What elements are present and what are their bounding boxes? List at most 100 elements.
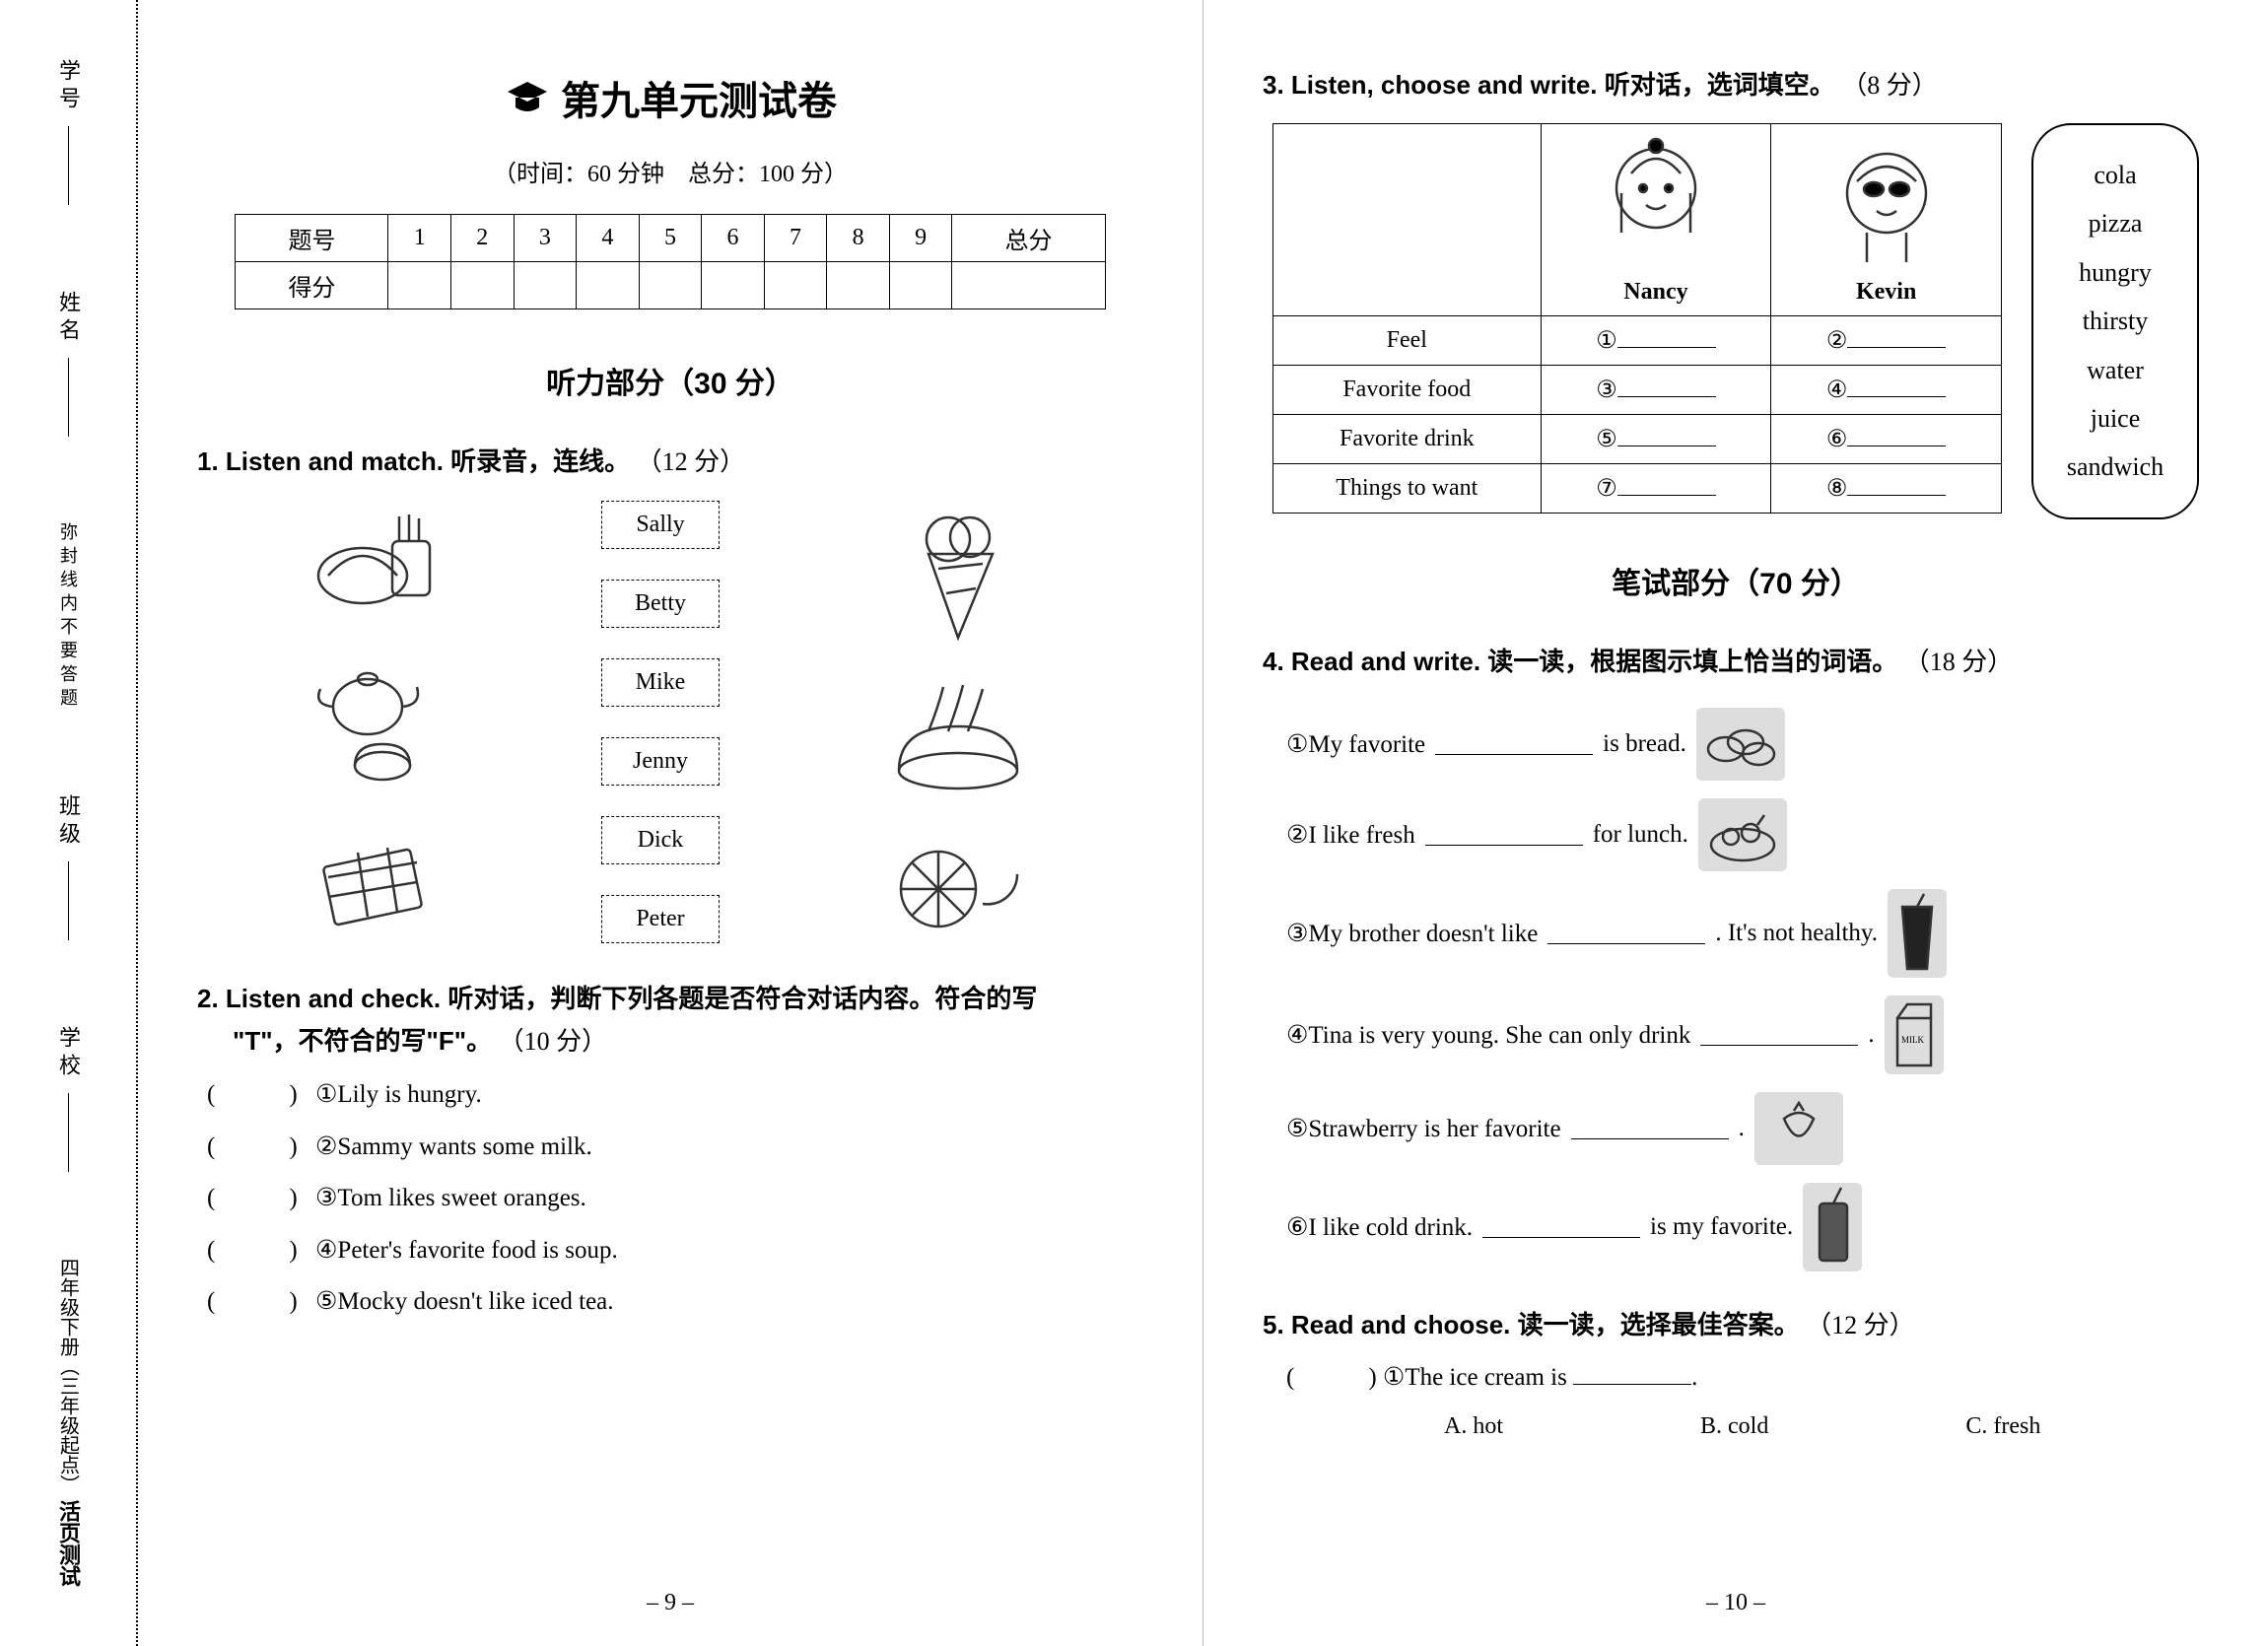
chocolate-icon (309, 828, 437, 936)
answer-blank[interactable] (1547, 923, 1705, 944)
q3-wrap: Nancy Kevin Feel ① ② Favorite food ③ ④ F… (1272, 123, 2199, 519)
answer-blank[interactable] (1700, 1024, 1858, 1046)
q2-head-pts: （10 分） (499, 1027, 608, 1056)
q5-opt[interactable]: B. cold (1700, 1403, 1768, 1450)
q2-item: ( )②Sammy wants some milk. (207, 1122, 1143, 1174)
score-col: 6 (702, 215, 765, 262)
binding-line (68, 861, 69, 940)
score-value-row: 得分 (236, 262, 1105, 309)
word-item: water (2061, 346, 2169, 394)
subtitle: （时间：60 分钟 总分：100 分） (197, 154, 1143, 188)
q4-item: ⑥I like cold drink. is my favorite. (1286, 1183, 2209, 1271)
score-col: 8 (827, 215, 890, 262)
bread-icon (1696, 708, 1785, 781)
q4-head: 4. Read and write. 读一读，根据图示填上恰当的词语。 （18 … (1263, 642, 2209, 678)
answer-blank[interactable]: ( ) (207, 1225, 315, 1277)
teapot-cup-icon (309, 657, 437, 786)
q2-head-bold: 2. Listen and check. 听对话，判断下列各题是否符合对话内容。… (197, 984, 1037, 1013)
answer-blank[interactable]: ( ) (207, 1276, 315, 1329)
q3-table: Nancy Kevin Feel ① ② Favorite food ③ ④ F… (1272, 123, 2002, 514)
q1-head-pts: （12 分） (637, 447, 746, 476)
score-col: 1 (388, 215, 451, 262)
name-box: Sally (601, 501, 720, 549)
noodles-icon (884, 677, 1032, 805)
q4-item: ①My favorite is bread. (1286, 708, 2209, 781)
q2-item: ( )①Lily is hungry. (207, 1069, 1143, 1122)
answer-blank[interactable] (1482, 1216, 1640, 1238)
burger-fries-icon (309, 507, 437, 615)
q3-head-pts: （8 分） (1841, 71, 1938, 100)
answer-blank[interactable]: ( ) (207, 1069, 315, 1122)
girl-icon (1602, 134, 1710, 272)
q2-item: ( )⑤Mocky doesn't like iced tea. (207, 1276, 1143, 1329)
q5-opt[interactable]: C. fresh (1965, 1403, 2040, 1450)
q4-list: ①My favorite is bread. ②I like fresh for… (1286, 690, 2209, 1289)
binding-line (68, 126, 69, 205)
q3-nancy-header: Nancy (1541, 124, 1771, 316)
answer-blank[interactable] (1573, 1363, 1691, 1385)
binding-line (68, 1093, 69, 1172)
vegetables-icon (1698, 798, 1787, 871)
q5-opt[interactable]: A. hot (1444, 1403, 1503, 1450)
score-header-row: 题号 1 2 3 4 5 6 7 8 9 总分 (236, 215, 1105, 262)
binding-line (68, 358, 69, 437)
boy-icon (1832, 134, 1941, 272)
icecream-icon (899, 500, 1017, 648)
q1-head: 1. Listen and match. 听录音，连线。 （12 分） (197, 442, 1143, 478)
milk-carton-icon: MILK (1885, 995, 1944, 1074)
answer-blank[interactable]: ( ) (207, 1122, 315, 1174)
graduation-cap-icon (504, 78, 551, 117)
q3-row-label: Things to want (1273, 464, 1542, 514)
q3-cell[interactable]: ⑦ (1541, 464, 1771, 514)
q3-row-label: Feel (1273, 316, 1542, 366)
name-box: Betty (601, 580, 720, 628)
q4-item: ③My brother doesn't like . It's not heal… (1286, 889, 2209, 978)
q3-cell[interactable]: ⑧ (1771, 464, 2002, 514)
q3-kevin-label: Kevin (1779, 279, 1993, 306)
svg-text:MILK: MILK (1901, 1035, 1924, 1045)
answer-blank[interactable] (1425, 824, 1583, 846)
q3-cell[interactable]: ⑤ (1541, 415, 1771, 464)
name-box: Peter (601, 895, 720, 943)
score-col: 5 (639, 215, 702, 262)
q3-cell[interactable]: ③ (1541, 366, 1771, 415)
q3-cell[interactable]: ④ (1771, 366, 2002, 415)
q3-head-bold: 3. Listen, choose and write. 听对话，选词填空。 (1263, 70, 1835, 100)
answer-blank[interactable]: ( ) (207, 1173, 315, 1225)
q5-head-pts: （12 分） (1806, 1311, 1915, 1339)
q3-row-label: Favorite food (1273, 366, 1542, 415)
q2-item: ( )③Tom likes sweet oranges. (207, 1173, 1143, 1225)
title-text: 第九单元测试卷 (561, 69, 837, 126)
iced-drink-icon (1803, 1183, 1862, 1271)
q1-names-col: Sally Betty Mike Jenny Dick Peter (601, 500, 720, 943)
q5-head: 5. Read and choose. 读一读，选择最佳答案。 （12 分） (1263, 1305, 2209, 1341)
strawberry-icon (1754, 1092, 1843, 1165)
name-box: Mike (601, 658, 720, 707)
q4-item: ⑤Strawberry is her favorite . (1286, 1092, 2209, 1165)
score-col: 9 (889, 215, 952, 262)
q3-row-label: Favorite drink (1273, 415, 1542, 464)
q2-head-cont: "T"，不符合的写"F"。 (233, 1026, 492, 1056)
answer-blank[interactable]: ( ) (1286, 1364, 1377, 1391)
score-table: 题号 1 2 3 4 5 6 7 8 9 总分 得分 (235, 214, 1105, 309)
q3-cell[interactable]: ② (1771, 316, 2002, 366)
q4-head-bold: 4. Read and write. 读一读，根据图示填上恰当的词语。 (1263, 647, 1897, 676)
q3-cell[interactable]: ⑥ (1771, 415, 2002, 464)
section-listening-header: 听力部分（30 分） (197, 359, 1143, 402)
q5-item: ( ) ①The ice cream is . (1286, 1353, 2209, 1403)
section-written-header: 笔试部分（70 分） (1263, 559, 2209, 602)
word-item: sandwich (2061, 443, 2169, 491)
q3-nancy-label: Nancy (1549, 279, 1763, 306)
q5-options: A. hot B. cold C. fresh (1444, 1403, 2209, 1450)
book-title: 活页测试 (52, 1500, 84, 1587)
answer-blank[interactable] (1435, 733, 1593, 755)
q3-cell[interactable]: ① (1541, 316, 1771, 366)
word-item: pizza (2061, 199, 2169, 247)
score-row-label: 得分 (236, 262, 388, 309)
answer-blank[interactable] (1571, 1118, 1729, 1139)
q1-right-col (884, 500, 1032, 943)
q2-list: ( )①Lily is hungry. ( )②Sammy wants some… (207, 1069, 1143, 1329)
q5-list: ( ) ①The ice cream is . A. hot B. cold C… (1286, 1353, 2209, 1450)
name-box: Dick (601, 816, 720, 864)
student-no-label: 学号 (52, 59, 84, 114)
